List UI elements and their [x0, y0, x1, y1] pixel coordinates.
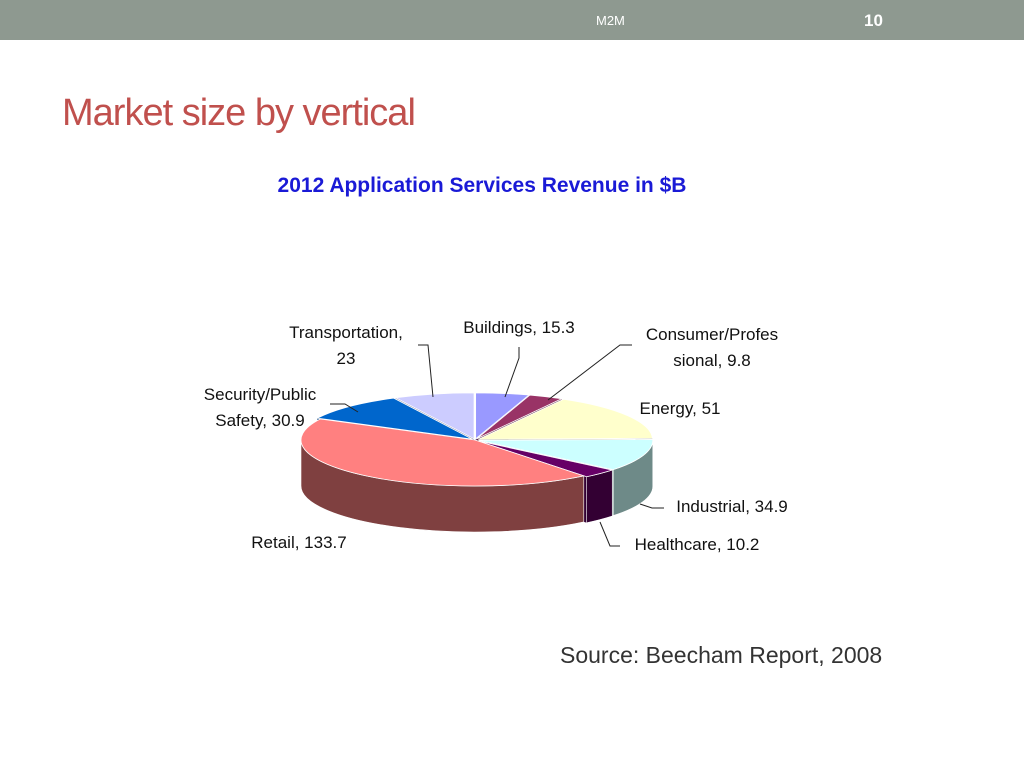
page-number: 10 — [864, 11, 883, 30]
slice-energy — [478, 398, 653, 440]
data-label-line: Retail, 133.7 — [251, 533, 346, 552]
data-label-line: 23 — [337, 349, 356, 368]
data-label-line: Energy, 51 — [640, 399, 721, 418]
leader-line-transportation — [418, 344, 434, 398]
data-label-line: Transportation, — [289, 323, 403, 342]
data-label-industrial: Industrial, 34.9 — [676, 497, 788, 516]
leader-line-security-public-safety — [330, 403, 359, 413]
data-label-healthcare: Healthcare, 10.2 — [635, 535, 760, 554]
data-labels: Buildings, 15.3 Consumer/Profes sional, 9.… — [204, 318, 788, 554]
data-label-retail: Retail, 133.7 — [251, 533, 346, 552]
slide-title: Market size by vertical — [62, 92, 416, 134]
data-label-buildings: Buildings, 15.3 — [463, 318, 575, 337]
data-label-line: Healthcare, 10.2 — [635, 535, 760, 554]
leader-line-consumer-professional — [547, 344, 632, 401]
data-label-line: Safety, 30.9 — [215, 411, 304, 430]
slice-buildings — [475, 392, 530, 440]
section-label: M2M — [596, 13, 625, 28]
leader-lines — [330, 344, 664, 547]
data-label-energy: Energy, 51 — [640, 399, 721, 418]
slice-transportation — [394, 392, 475, 440]
chart-title: 2012 Application Services Revenue in $B — [277, 174, 687, 197]
slice-retail — [300, 418, 586, 487]
data-label-line: sional, 9.8 — [673, 351, 751, 370]
leader-line-healthcare — [599, 521, 620, 547]
data-label-line: Security/Public — [204, 385, 317, 404]
data-label-security-public-safety: Security/Public Safety, 30.9 — [204, 385, 317, 430]
slice-consumer-professional — [476, 394, 564, 440]
data-label-line: Industrial, 34.9 — [676, 497, 788, 516]
slice-outer-wall-healthcare — [586, 469, 613, 524]
leader-line-industrial — [639, 503, 664, 509]
data-label-line: Buildings, 15.3 — [463, 318, 575, 337]
slice-industrial — [478, 438, 654, 471]
data-label-transportation: Transportation, 23 — [289, 323, 403, 368]
slice-healthcare — [477, 440, 614, 478]
data-label-line: Consumer/Profes — [646, 325, 778, 344]
data-label-consumer-professional: Consumer/Profes sional, 9.8 — [646, 325, 778, 370]
pie-tops — [300, 392, 654, 487]
header-bar: M2M 10 — [0, 0, 1024, 40]
source-note: Source: Beecham Report, 2008 — [560, 642, 883, 668]
leader-line-buildings — [504, 347, 520, 398]
